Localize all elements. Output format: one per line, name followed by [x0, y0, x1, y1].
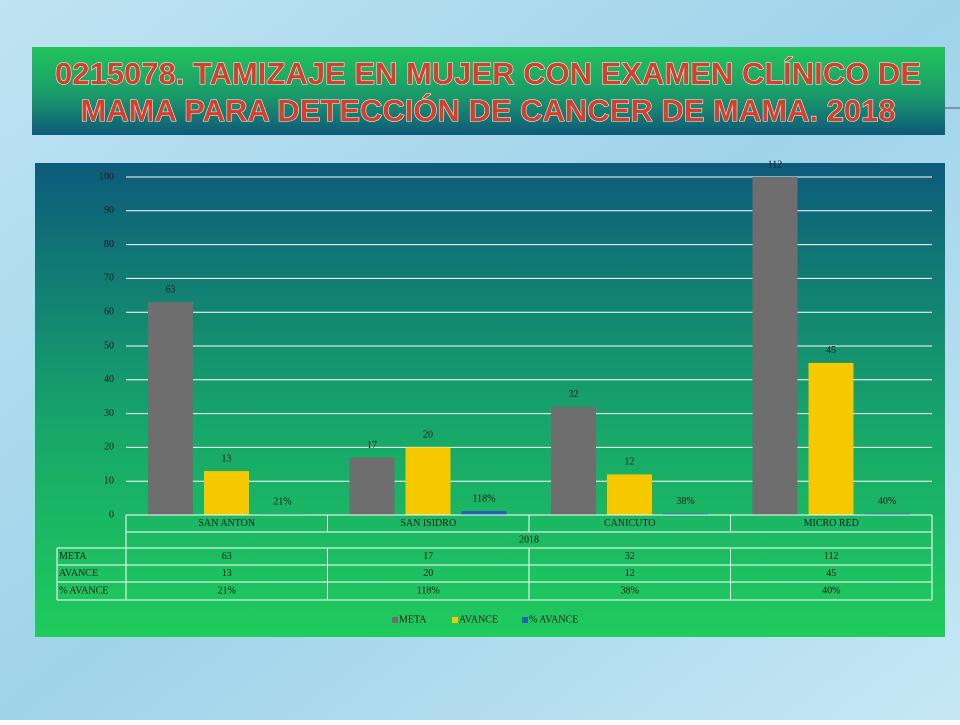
group-label: 2018: [519, 534, 539, 545]
data-label: 20: [423, 430, 433, 441]
bar: [349, 457, 395, 515]
y-tick-label: 60: [104, 306, 114, 317]
table-cell: 21%: [218, 585, 236, 596]
data-label: 63: [166, 284, 176, 295]
data-label: 40%: [878, 496, 896, 507]
bars: [148, 177, 910, 515]
bar: [864, 513, 910, 515]
table-cell: 40%: [822, 585, 840, 596]
data-label: 118%: [473, 493, 496, 504]
data-label: 38%: [676, 496, 694, 507]
bar: [461, 511, 507, 515]
y-tick-label: 10: [104, 475, 114, 486]
table-row-label: % AVANCE: [59, 585, 108, 596]
y-tick-label: 90: [104, 205, 114, 216]
bar: [204, 471, 249, 515]
title-line: 0215078. TAMIZAJE EN MUJER CON EXAMEN CL…: [55, 56, 921, 91]
bar: [663, 513, 708, 515]
y-tick-label: 20: [104, 442, 114, 453]
y-tick-label: 100: [99, 171, 114, 182]
x-tick-label: CANICUTO: [604, 518, 655, 529]
bar: [752, 177, 798, 515]
data-label: 17: [367, 440, 377, 451]
legend-swatch: [452, 617, 458, 623]
table-cell: 45: [826, 568, 836, 579]
x-tick-label: SAN ISIDRO: [400, 518, 456, 529]
y-tick-label: 0: [109, 509, 114, 520]
legend-swatch: [392, 617, 398, 623]
data-label: 45: [826, 345, 836, 356]
table-cell: 118%: [417, 585, 440, 596]
table-cell: 12: [625, 568, 635, 579]
bar: [607, 474, 652, 515]
table-cell: 13: [222, 568, 232, 579]
data-label: 112: [768, 159, 783, 170]
x-tick-label: SAN ANTON: [198, 518, 255, 529]
data-label: 21%: [273, 497, 291, 508]
bar: [551, 406, 596, 515]
table-cell: 63: [222, 551, 232, 562]
table-cell: 38%: [621, 585, 639, 596]
bar: [148, 302, 193, 515]
table-cell: 112: [824, 551, 839, 562]
legend-swatch: [522, 617, 528, 623]
y-tick-label: 70: [104, 273, 114, 284]
data-label: 32: [569, 389, 579, 400]
table-cell: 20: [423, 568, 433, 579]
table-cell: 32: [625, 551, 635, 562]
y-tick-label: 50: [104, 340, 114, 351]
legend-label: META: [399, 614, 427, 625]
y-tick-label: 30: [104, 408, 114, 419]
table-cell: 17: [423, 551, 433, 562]
legend-label: % AVANCE: [529, 614, 578, 625]
title-line: MAMA PARA DETECCIÓN DE CANCER DE MAMA. 2…: [80, 92, 895, 128]
legend-label: AVANCE: [459, 614, 498, 625]
data-label: 13: [222, 453, 232, 464]
table-row-label: AVANCE: [59, 568, 98, 579]
y-tick-label: 40: [104, 374, 114, 385]
table-row-label: META: [59, 551, 87, 562]
x-tick-label: MICRO RED: [804, 518, 859, 529]
bar: [808, 362, 854, 515]
bar: [405, 447, 451, 515]
y-tick-label: 80: [104, 239, 114, 250]
data-label: 12: [625, 457, 635, 468]
title-box: [32, 47, 945, 135]
